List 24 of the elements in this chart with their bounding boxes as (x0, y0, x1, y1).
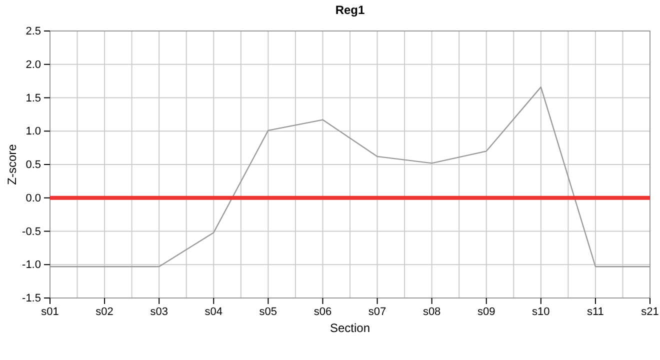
y-tick-label: 0.0 (26, 192, 41, 204)
y-tick-label: 1.0 (26, 126, 41, 138)
y-tick-label: 2.0 (26, 58, 41, 71)
y-tick-label: -1.0 (22, 259, 41, 272)
x-tick-label: s06 (314, 306, 332, 318)
x-tick-label: s09 (477, 306, 496, 318)
x-tick-label: s03 (150, 306, 168, 318)
y-tick-label: -1.5 (22, 292, 41, 305)
y-tick-label: -0.5 (22, 226, 41, 238)
x-tick-label: s01 (41, 306, 59, 318)
x-tick-label: s21 (641, 306, 659, 318)
chart-title: Reg1 (335, 3, 365, 17)
y-tick-label: 1.5 (26, 92, 41, 104)
y-tick-label: 2.5 (26, 26, 41, 38)
x-tick-label: s05 (259, 306, 278, 318)
x-tick-label: s04 (204, 306, 223, 318)
x-tick-label: s11 (586, 306, 604, 318)
x-tick-label: s08 (422, 306, 441, 318)
x-axis-title: Section (330, 321, 370, 335)
y-tick-label: 0.5 (26, 159, 41, 172)
x-tick-label: s07 (368, 306, 386, 318)
x-tick-label: s10 (532, 306, 550, 318)
x-tick-label: s02 (96, 306, 114, 318)
y-axis-title: Z-score (5, 144, 19, 185)
